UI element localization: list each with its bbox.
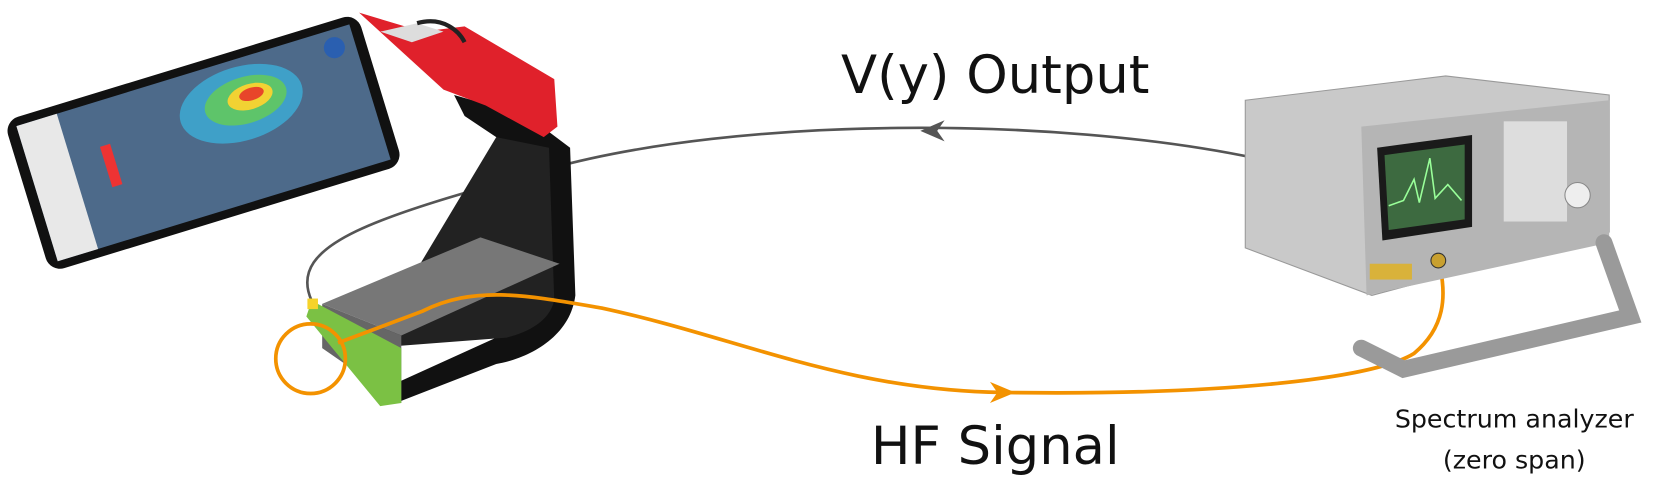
cable-top bbox=[416, 19, 467, 44]
device-sublabel: (zero span) bbox=[1443, 445, 1586, 474]
plate bbox=[322, 237, 560, 336]
tablet-toolbar bbox=[16, 113, 99, 262]
device-label: Spectrum analyzer bbox=[1395, 404, 1634, 433]
stand-red-top bbox=[359, 12, 558, 138]
input-arrow bbox=[989, 381, 1016, 403]
analyzer-label bbox=[1369, 263, 1412, 280]
analyzer-handle bbox=[1352, 234, 1642, 379]
pcb-edge bbox=[306, 300, 402, 407]
analyzer-keypad bbox=[1503, 121, 1568, 222]
analyzer-knob bbox=[1564, 181, 1591, 209]
analyzer-screen bbox=[1384, 144, 1465, 230]
output-arrow bbox=[920, 120, 945, 142]
chip bbox=[307, 298, 318, 310]
input-cable bbox=[337, 268, 1445, 395]
input-label: HF Signal bbox=[871, 416, 1120, 477]
analyzer-trace bbox=[1388, 158, 1463, 207]
connector bbox=[380, 23, 444, 43]
tablet bbox=[7, 16, 400, 269]
analyzer-port bbox=[1430, 252, 1447, 269]
output-cable bbox=[305, 126, 1257, 302]
tablet-icon bbox=[323, 37, 345, 59]
spectrum-analyzer bbox=[1244, 75, 1642, 379]
heatmap-core bbox=[239, 86, 264, 102]
scale-bar bbox=[99, 143, 123, 188]
output-label: V(y) Output bbox=[841, 45, 1149, 106]
probe-loop bbox=[273, 322, 348, 396]
